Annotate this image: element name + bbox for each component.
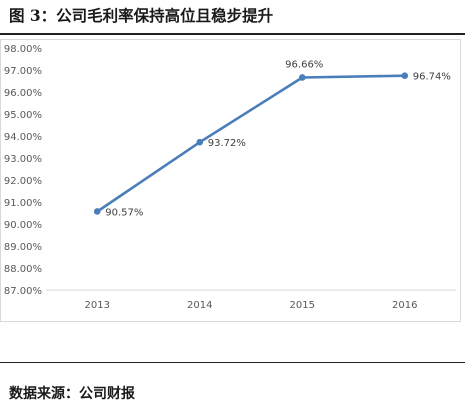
y-tick-label: 89.00% bbox=[4, 242, 42, 253]
y-tick-label: 87.00% bbox=[4, 286, 42, 297]
x-tick-label: 2016 bbox=[392, 300, 417, 311]
y-tick-label: 88.00% bbox=[4, 264, 42, 275]
y-tick-label: 92.00% bbox=[4, 176, 42, 187]
y-tick-label: 90.00% bbox=[4, 220, 42, 231]
figure-title: 图 3：公司毛利率保持高位且稳步提升 bbox=[9, 6, 274, 25]
data-point bbox=[298, 74, 306, 81]
y-tick-label: 93.00% bbox=[4, 154, 42, 165]
data-label: 96.74% bbox=[413, 72, 451, 83]
y-tick-label: 98.00% bbox=[4, 44, 42, 55]
data-point bbox=[196, 138, 204, 146]
data-source: 数据来源：公司财报 bbox=[9, 386, 135, 402]
y-tick-label: 94.00% bbox=[4, 132, 42, 143]
y-tick-label: 95.00% bbox=[4, 110, 42, 121]
x-tick-label: 2013 bbox=[85, 300, 110, 311]
data-point bbox=[93, 208, 101, 215]
series-line bbox=[96, 74, 407, 213]
data-label: 96.66% bbox=[285, 59, 323, 70]
y-tick-label: 91.00% bbox=[4, 198, 42, 209]
data-label: 90.57% bbox=[105, 207, 143, 218]
source-rule bbox=[0, 362, 465, 363]
line-chart: 87.00% 88.00% 89.00% 90.00% 91.00% 92.00% 93.0… bbox=[4, 44, 456, 311]
data-point bbox=[401, 72, 409, 80]
y-tick-label: 96.00% bbox=[4, 88, 42, 99]
x-tick-label: 2015 bbox=[290, 300, 315, 311]
chart-frame: 87.00% 88.00% 89.00% 90.00% 91.00% 92.00% 93.0… bbox=[0, 39, 461, 322]
data-label: 93.72% bbox=[208, 138, 246, 149]
x-tick-label: 2014 bbox=[187, 300, 212, 311]
title-rule bbox=[0, 33, 465, 35]
y-tick-label: 97.00% bbox=[4, 66, 42, 77]
